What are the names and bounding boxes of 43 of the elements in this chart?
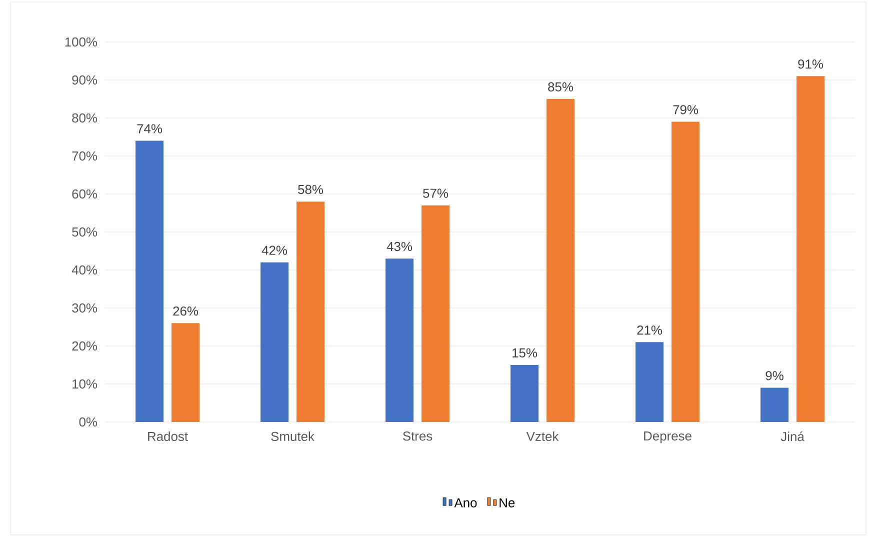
legend-label: Ne [500,498,515,508]
data-label: 9% [766,371,784,380]
bar [796,76,825,422]
data-label: 58% [298,184,324,194]
x-tick-label: Jiná [780,432,804,442]
y-tick-label: 60% [72,189,98,199]
data-label: 43% [386,242,412,252]
data-label: 74% [137,124,162,134]
data-label: 85% [548,82,574,92]
data-label: 57% [423,188,448,198]
y-tick-label: 70% [72,151,98,161]
bar [636,342,664,422]
data-label: 79% [673,105,698,114]
x-tick-label: Stres [402,432,432,441]
bar [386,258,414,422]
y-tick-label: 10% [72,379,98,389]
x-tick-label: Vztek [526,432,559,442]
bar [760,388,789,422]
y-tick-label: 40% [72,265,98,275]
y-tick-label: 0% [79,417,98,427]
bar [172,323,200,422]
bar [296,202,325,422]
x-tick-label: Deprese [644,432,692,444]
legend-label: Ano [454,498,477,508]
x-tick-label: Radost [148,432,188,442]
data-label: 42% [262,246,288,255]
bar [510,364,539,422]
bar [546,98,575,422]
x-tick-label: Smutek [271,432,314,442]
y-tick-label: 100% [65,37,98,47]
data-label: 26% [173,306,198,316]
data-label: 15% [512,348,538,358]
bar [422,205,450,422]
y-tick-label: 90% [72,75,98,85]
data-label: 91% [798,59,824,69]
y-tick-label: 80% [72,113,98,123]
y-tick-label: 20% [72,341,98,351]
y-tick-label: 30% [72,303,98,313]
data-label: 21% [637,326,662,335]
bar [260,262,289,422]
bar [672,122,700,422]
bar [136,140,164,422]
y-tick-label: 50% [72,227,98,237]
